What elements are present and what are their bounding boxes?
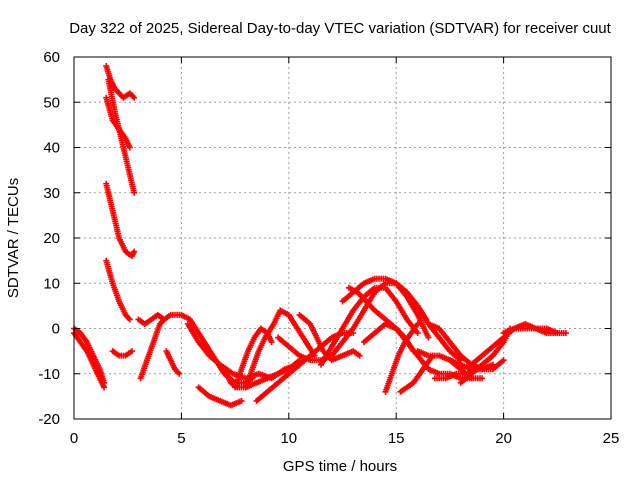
series-pass-p <box>232 325 275 391</box>
data-point <box>489 361 496 368</box>
data-point <box>562 330 569 337</box>
series-pass-b <box>71 325 108 386</box>
y-tick-label: -20 <box>38 411 60 428</box>
y-axis-label: SDTVAR / TECUs <box>5 178 22 298</box>
y-tick-label: 0 <box>52 321 60 338</box>
x-tick-label: 10 <box>280 430 297 447</box>
series-pass-e <box>105 76 138 196</box>
y-tick-label: 20 <box>43 230 60 247</box>
x-axis-label: GPS time / hours <box>283 458 397 475</box>
series-pass-u <box>318 284 421 368</box>
data-point <box>414 320 421 327</box>
x-tick-label: 25 <box>603 430 620 447</box>
x-tick-label: 15 <box>388 430 405 447</box>
series-pass-n <box>195 384 245 409</box>
series-pass-h <box>109 348 135 359</box>
series-pass-y <box>360 320 475 382</box>
data-point <box>126 144 133 151</box>
chart-title: Day 322 of 2025, Sidereal Day-to-day VTE… <box>69 20 611 37</box>
ticks <box>73 56 612 420</box>
x-tick-label: 20 <box>495 430 512 447</box>
data-point <box>414 330 421 337</box>
tick-labels: 0 5 10 15 20 25 -20 -10 0 10 20 30 40 50 60 <box>38 49 619 447</box>
series-pass-k <box>163 348 183 377</box>
series-pass-z <box>382 320 421 395</box>
y-tick-label: 60 <box>43 49 60 66</box>
data-point <box>126 316 133 323</box>
data-point <box>268 339 275 346</box>
data-point <box>554 330 561 337</box>
data-point <box>176 370 183 377</box>
y-tick-label: 50 <box>43 94 60 111</box>
y-tick-label: 40 <box>43 140 60 157</box>
series-pass-q <box>242 307 318 391</box>
data-point <box>131 189 138 196</box>
y-tick-label: 10 <box>43 275 60 292</box>
data-point <box>131 248 138 255</box>
data-point <box>128 348 135 355</box>
data-point <box>101 379 108 386</box>
series-pass-i <box>137 316 168 382</box>
series-pass-f <box>103 180 138 260</box>
series-pass-j <box>135 311 185 327</box>
y-tick-label: 30 <box>43 185 60 202</box>
data-point <box>131 94 138 101</box>
data-point <box>479 375 486 382</box>
series-pass-ai <box>500 320 561 337</box>
x-tick-label: 0 <box>70 430 78 447</box>
data-layer <box>71 63 569 409</box>
x-tick-label: 5 <box>177 430 185 447</box>
data-point <box>356 352 363 359</box>
data-point <box>238 397 245 404</box>
series-pass-ag <box>446 357 496 373</box>
series-pass-g <box>103 257 133 323</box>
data-point <box>425 334 432 341</box>
y-tick-label: -10 <box>38 366 60 383</box>
data-point <box>500 357 507 364</box>
